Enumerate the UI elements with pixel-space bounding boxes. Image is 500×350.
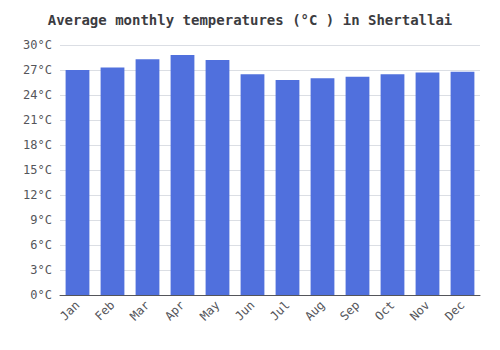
svg-text:Nov: Nov — [407, 298, 432, 323]
svg-text:Jun: Jun — [232, 298, 257, 323]
svg-text:15°C: 15°C — [23, 163, 52, 177]
svg-text:Oct: Oct — [372, 298, 397, 323]
svg-text:24°C: 24°C — [23, 88, 52, 102]
svg-text:21°C: 21°C — [23, 113, 52, 127]
svg-text:27°C: 27°C — [23, 63, 52, 77]
svg-text:6°C: 6°C — [30, 238, 52, 252]
svg-text:18°C: 18°C — [23, 138, 52, 152]
svg-text:Aug: Aug — [302, 298, 327, 323]
svg-text:Sep: Sep — [337, 298, 362, 323]
svg-text:Apr: Apr — [162, 298, 187, 323]
svg-text:Jul: Jul — [267, 298, 292, 323]
svg-text:0°C: 0°C — [30, 288, 52, 302]
svg-text:30°C: 30°C — [23, 38, 52, 52]
svg-text:12°C: 12°C — [23, 188, 52, 202]
svg-text:Jan: Jan — [57, 298, 82, 323]
svg-text:Dec: Dec — [442, 298, 467, 323]
svg-text:May: May — [197, 298, 222, 323]
svg-text:Mar: Mar — [127, 298, 152, 323]
svg-text:Average monthly temperatures (: Average monthly temperatures (°C ) in Sh… — [48, 12, 453, 28]
svg-text:9°C: 9°C — [30, 213, 52, 227]
svg-text:Feb: Feb — [92, 298, 117, 323]
svg-text:3°C: 3°C — [30, 263, 52, 277]
